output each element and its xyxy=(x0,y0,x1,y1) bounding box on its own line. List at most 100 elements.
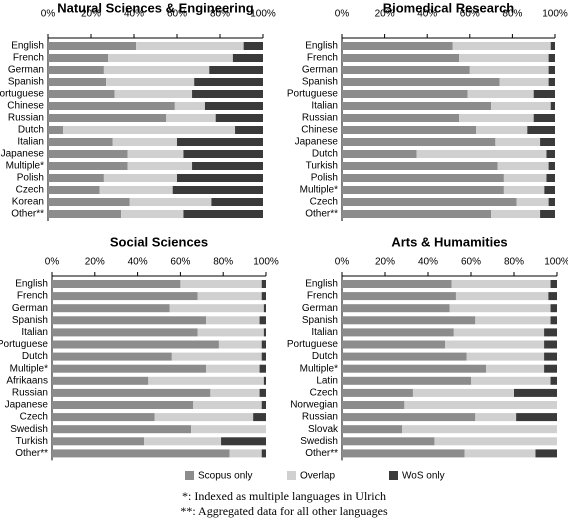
y-tick-label: Japanese xyxy=(5,400,49,411)
bar-segment xyxy=(451,280,551,288)
y-tick-label: Multiple* xyxy=(300,185,338,196)
bar-segment xyxy=(48,186,100,194)
bar-segment xyxy=(194,78,263,86)
y-tick-label: Afrikaans xyxy=(6,375,48,386)
bar-segment xyxy=(550,102,555,110)
bar-segment xyxy=(52,401,194,409)
x-tick-label: 0% xyxy=(335,9,350,20)
bar-segment xyxy=(540,210,555,218)
y-tick-label: Portuguese xyxy=(0,339,48,350)
y-tick-label: Dutch xyxy=(22,351,48,362)
y-tick-label: English xyxy=(11,41,44,52)
y-tick-label: German xyxy=(8,65,44,76)
bar-segment xyxy=(452,42,551,50)
bar-segment xyxy=(404,401,557,409)
bar-segment xyxy=(148,376,264,385)
bar-segment xyxy=(449,304,551,313)
bar-segment xyxy=(48,162,128,170)
bar-segment xyxy=(342,174,504,182)
panel-title: Arts & Humamities xyxy=(391,234,507,249)
x-tick-label: 60% xyxy=(170,257,190,268)
y-tick-label: Spanish xyxy=(8,77,44,88)
x-tick-label: 20% xyxy=(375,257,395,268)
bar-segment xyxy=(550,376,557,385)
y-tick-label: Multiple* xyxy=(300,363,338,374)
bar-segment xyxy=(491,102,551,110)
bar-segment xyxy=(342,210,492,218)
bar-segment xyxy=(342,413,476,422)
bar-segment xyxy=(48,90,115,98)
bar-segment xyxy=(48,174,104,182)
bar-segment xyxy=(197,292,262,301)
bar-segment xyxy=(48,66,104,74)
bar-segment xyxy=(516,413,557,422)
footnote: *: Indexed as multiple languages in Ulri… xyxy=(182,489,386,503)
y-tick-label: Spanish xyxy=(302,315,338,326)
bar-segment xyxy=(192,90,263,98)
bar-segment xyxy=(235,126,263,134)
footnote: **: Aggregated data for all other langua… xyxy=(180,504,388,518)
bar-segment xyxy=(544,352,557,361)
bar-segment xyxy=(342,186,504,194)
y-tick-label: French xyxy=(17,291,48,302)
legend-swatch xyxy=(389,471,398,480)
bar-segment xyxy=(548,78,555,86)
bar-segment xyxy=(103,174,177,182)
x-tick-label: 80% xyxy=(213,257,233,268)
bar-segment xyxy=(459,54,549,62)
x-tick-label: 100% xyxy=(544,257,568,268)
x-tick-label: 80% xyxy=(504,257,524,268)
y-tick-label: Dutch xyxy=(18,125,44,136)
bar-segment xyxy=(544,328,557,337)
y-tick-label: Czech xyxy=(20,412,48,423)
bar-segment xyxy=(253,413,266,422)
y-tick-label: Korean xyxy=(12,197,44,208)
bar-segment xyxy=(204,102,263,110)
bar-segment xyxy=(183,210,263,218)
bar-segment xyxy=(52,304,170,313)
x-tick-label: 60% xyxy=(461,257,481,268)
y-tick-label: Turkish xyxy=(306,161,338,172)
y-tick-label: Italian xyxy=(21,327,48,338)
bar-segment xyxy=(52,352,172,361)
bar-segment xyxy=(177,174,263,182)
y-tick-label: English xyxy=(305,279,338,290)
y-tick-label: German xyxy=(302,303,338,314)
bar-segment xyxy=(48,78,107,86)
bar-segment xyxy=(172,186,263,194)
y-tick-label: Spanish xyxy=(12,315,48,326)
y-tick-label: Japanese xyxy=(295,137,339,148)
bar-segment xyxy=(342,198,517,206)
bar-segment xyxy=(548,162,555,170)
legend-label: Scopus only xyxy=(198,471,252,482)
bar-segment xyxy=(342,162,498,170)
bar-segment xyxy=(544,186,555,194)
x-tick-label: 20% xyxy=(85,257,105,268)
bar-segment xyxy=(218,340,262,349)
bar-segment xyxy=(548,292,557,301)
bar-segment xyxy=(144,437,222,446)
bar-segment xyxy=(52,425,192,434)
y-tick-label: Chinese xyxy=(7,101,44,112)
bar-segment xyxy=(52,376,149,385)
y-tick-label: French xyxy=(13,53,44,64)
bar-segment xyxy=(261,449,266,458)
bar-segment xyxy=(546,150,555,158)
bar-segment xyxy=(263,304,266,313)
bar-segment xyxy=(475,413,517,422)
y-tick-label: German xyxy=(12,303,48,314)
bar-segment xyxy=(455,292,549,301)
bar-segment xyxy=(52,437,145,446)
x-tick-label: 100% xyxy=(542,9,568,20)
bar-segment xyxy=(52,292,198,301)
y-tick-label: Czech xyxy=(310,388,338,399)
bar-segment xyxy=(342,340,446,349)
y-tick-label: Polish xyxy=(311,173,338,184)
bar-segment xyxy=(527,126,555,134)
bar-segment xyxy=(136,42,244,50)
bar-segment xyxy=(48,210,122,218)
bar-segment xyxy=(469,66,549,74)
x-tick-label: 100% xyxy=(253,257,279,268)
bar-segment xyxy=(52,316,207,325)
bar-segment xyxy=(459,114,534,122)
